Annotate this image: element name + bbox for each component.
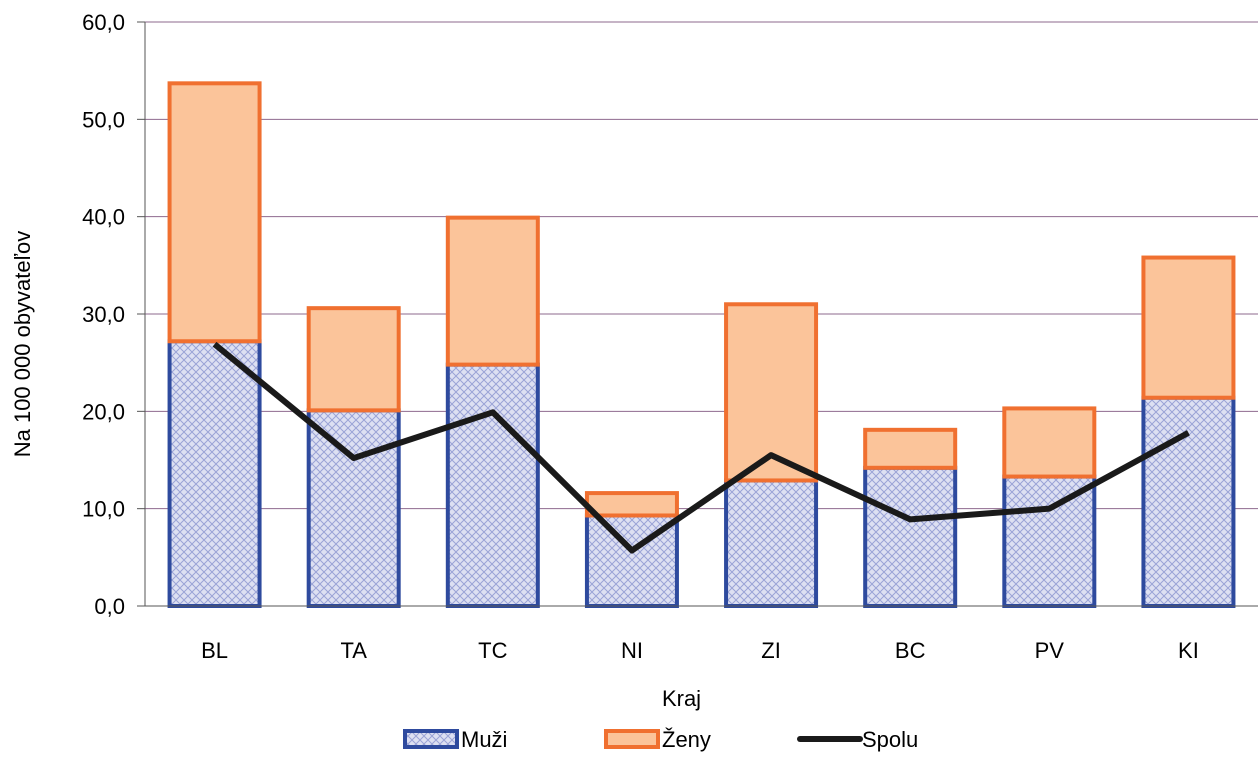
axes	[137, 21, 1258, 607]
legend-label-muzi: Muži	[461, 727, 507, 752]
bar-muzi-bc	[863, 465, 958, 608]
tick-labels: 0,0 10,0 20,0 30,0 40,0 50,0 60,0 BL TA TC NI ZI BC P…	[82, 10, 1199, 663]
bar-zeny-tc	[445, 215, 540, 367]
legend-swatch-muzi	[403, 729, 459, 749]
x-axis-title: Kraj	[662, 686, 701, 711]
total-line	[212, 341, 1190, 554]
y-tick-label: 50,0	[82, 107, 125, 132]
bar-muzi-tc	[445, 362, 540, 609]
bar-zeny-bl	[167, 81, 262, 344]
legend-label-spolu: Spolu	[862, 727, 918, 752]
legend: Muži Ženy Spolu	[403, 727, 918, 752]
x-tick-label-ni: NI	[621, 638, 643, 663]
bar-muzi-pv	[1002, 474, 1097, 608]
x-tick-label-bc: BC	[895, 638, 926, 663]
y-tick-label: 20,0	[82, 399, 125, 424]
x-tick-label-bl: BL	[201, 638, 228, 663]
x-tick-label-ki: KI	[1178, 638, 1199, 663]
x-tick-label-zi: ZI	[761, 638, 781, 663]
bars	[167, 81, 1236, 609]
x-tick-label-ta: TA	[340, 638, 367, 663]
bar-zeny-bc	[863, 427, 958, 470]
x-tick-label-tc: TC	[478, 638, 507, 663]
bar-muzi-zi	[724, 478, 819, 608]
bar-muzi-bl	[167, 339, 262, 608]
line-spolu	[212, 341, 1190, 554]
legend-item-muzi: Muži	[403, 727, 507, 752]
y-tick-label: 40,0	[82, 205, 125, 230]
x-tick-label-pv: PV	[1035, 638, 1065, 663]
y-tick-label: 60,0	[82, 10, 125, 35]
legend-item-zeny: Ženy	[604, 727, 711, 752]
bar-muzi-ki	[1141, 395, 1236, 608]
bar-zeny-pv	[1002, 406, 1097, 479]
bar-zeny-zi	[724, 302, 819, 483]
bar-zeny-ni	[584, 491, 679, 518]
y-axis-title: Na 100 000 obyvateľov	[10, 231, 35, 458]
bar-muzi-ta	[306, 408, 401, 608]
legend-swatch-zeny	[604, 729, 660, 749]
legend-label-zeny: Ženy	[662, 727, 711, 752]
bar-zeny-ta	[306, 306, 401, 413]
y-tick-label: 10,0	[82, 497, 125, 522]
y-tick-label: 30,0	[82, 302, 125, 327]
y-tick-label: 0,0	[94, 594, 125, 619]
bar-zeny-ki	[1141, 255, 1236, 400]
legend-item-spolu: Spolu	[797, 727, 918, 752]
